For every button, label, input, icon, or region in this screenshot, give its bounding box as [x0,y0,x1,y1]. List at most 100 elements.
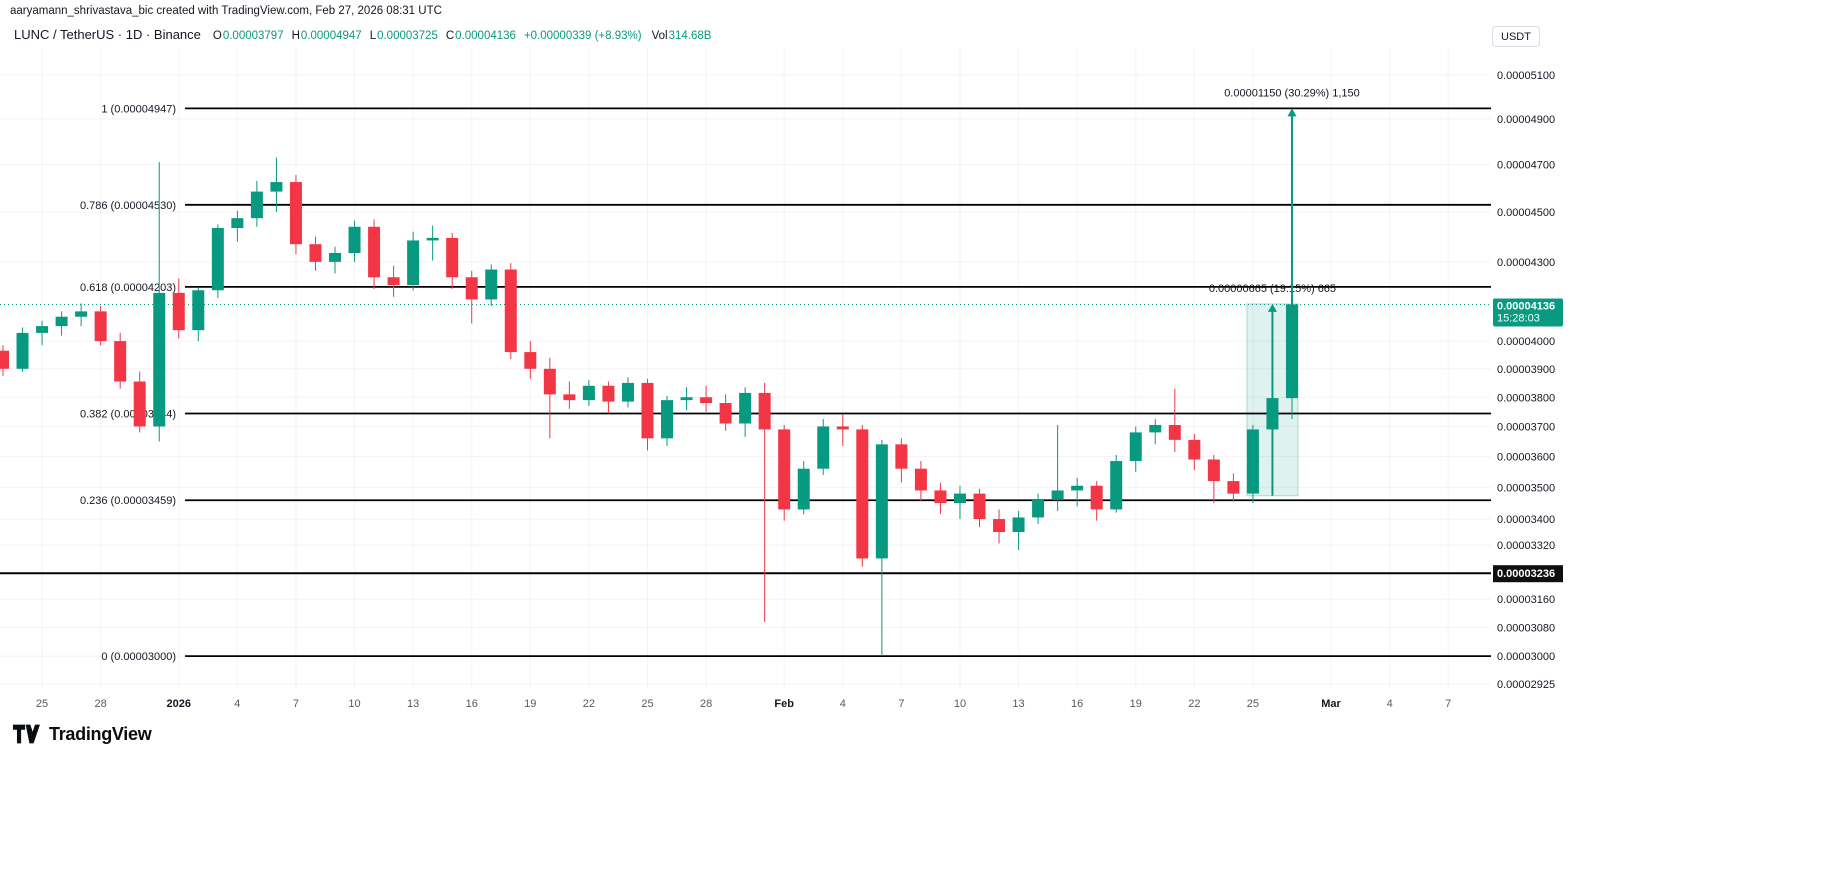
time-axis-label[interactable]: 13 [407,698,419,710]
candle-up[interactable] [426,237,439,241]
candle-up[interactable] [211,228,224,291]
candle-down[interactable] [289,182,302,245]
time-axis-label[interactable]: 10 [348,698,360,710]
candle-up[interactable] [680,397,693,401]
candle-up[interactable] [953,493,966,504]
price-axis-label[interactable]: 0.00004000 [1497,336,1555,348]
candle-up[interactable] [270,182,283,192]
candle-down[interactable] [465,277,478,300]
time-axis-label[interactable]: 16 [466,698,478,710]
candle-up[interactable] [1110,461,1123,510]
price-axis-label[interactable]: 0.00004300 [1497,257,1555,269]
candle-up[interactable] [250,191,263,219]
candle-down[interactable] [719,403,732,424]
price-axis-label[interactable]: 0.00004500 [1497,207,1555,219]
candle-down[interactable] [973,493,986,520]
price-axis-label[interactable]: 0.00003900 [1497,364,1555,376]
candle-down[interactable] [602,385,615,402]
candle-up[interactable] [817,426,830,469]
candle-down[interactable] [934,490,947,504]
time-axis-label[interactable]: 7 [898,698,904,710]
candle-up[interactable] [55,316,68,327]
candle-up[interactable] [153,292,166,427]
time-axis-label[interactable]: 19 [524,698,536,710]
time-axis-label[interactable]: 16 [1071,698,1083,710]
price-axis-label[interactable]: 0.00003600 [1497,451,1555,463]
time-axis-label[interactable]: 19 [1130,698,1142,710]
candle-up[interactable] [621,382,634,402]
time-axis-label[interactable]: 13 [1012,698,1024,710]
time-axis-label[interactable]: 4 [1387,698,1393,710]
candle-down[interactable] [446,237,459,278]
candle-down[interactable] [1090,485,1103,510]
candle-up[interactable] [1246,429,1259,494]
candle-down[interactable] [543,368,556,395]
candle-up[interactable] [231,218,244,229]
candle-up[interactable] [1051,490,1064,500]
candle-down[interactable] [0,350,9,369]
candle-down[interactable] [172,292,185,331]
chart-canvas[interactable]: 1 (0.00004947) 0.786 (0.00004530) 0.618 (0… [0,0,1570,720]
candle-up[interactable] [348,226,361,253]
candle-down[interactable] [368,226,381,278]
price-axis-label[interactable]: 0.00002925 [1497,679,1555,691]
candle-up[interactable] [485,269,498,300]
candle-down[interactable] [1207,459,1220,482]
candle-up[interactable] [75,311,88,317]
candle-up[interactable] [1012,517,1025,533]
price-axis-label[interactable]: 0.00003500 [1497,482,1555,494]
candle-up[interactable] [875,444,888,559]
tradingview-logo[interactable]: TradingView [12,723,152,745]
candle-up[interactable] [1149,424,1162,433]
candle-down[interactable] [778,429,791,510]
time-axis-label[interactable]: 4 [234,698,240,710]
time-axis-label[interactable]: 28 [95,698,107,710]
price-axis-label[interactable]: 0.00003000 [1497,651,1555,663]
price-axis-label[interactable]: 0.00003400 [1497,514,1555,526]
time-axis-label[interactable]: 10 [954,698,966,710]
candle-down[interactable] [133,381,146,427]
candle-up[interactable] [192,290,205,331]
candle-up[interactable] [329,252,342,262]
time-axis-label[interactable]: 2026 [167,698,191,710]
candle-down[interactable] [836,426,849,430]
price-axis-label[interactable]: 0.00003800 [1497,392,1555,404]
candle-down[interactable] [641,382,654,439]
candle-down[interactable] [563,394,576,401]
candle-up[interactable] [1129,432,1142,462]
time-axis-label[interactable]: 25 [36,698,48,710]
time-axis-label[interactable]: 25 [1247,698,1259,710]
time-axis-label[interactable]: 4 [840,698,846,710]
candle-up[interactable] [661,400,674,439]
candle-up[interactable] [1071,485,1084,491]
candle-down[interactable] [700,397,713,404]
time-axis-label[interactable]: 7 [1445,698,1451,710]
candle-down[interactable] [387,277,400,286]
candle-down[interactable] [504,269,517,353]
candle-up[interactable] [36,326,49,333]
time-axis-label[interactable]: 25 [641,698,653,710]
candle-up[interactable] [16,332,29,369]
candle-down[interactable] [895,444,908,469]
candle-down[interactable] [524,352,537,369]
time-axis-label[interactable]: 28 [700,698,712,710]
candle-up[interactable] [407,240,420,286]
candle-up[interactable] [797,468,810,510]
candle-down[interactable] [1168,424,1181,440]
time-axis-label[interactable]: 22 [583,698,595,710]
symbol-title[interactable]: LUNC / TetherUS · 1D · Binance [14,27,201,42]
candle-down[interactable] [758,392,771,430]
candle-down[interactable] [1227,481,1240,494]
candle-up[interactable] [739,392,752,424]
candle-down[interactable] [94,311,107,342]
price-axis-label[interactable]: 0.00003700 [1497,421,1555,433]
candle-down[interactable] [914,468,927,491]
candle-up[interactable] [1032,499,1045,518]
currency-toggle-button[interactable]: USDT [1492,26,1540,47]
price-axis-label[interactable]: 0.00004700 [1497,159,1555,171]
price-axis-label[interactable]: 0.00003320 [1497,540,1555,552]
time-axis-label[interactable]: 22 [1188,698,1200,710]
candle-down[interactable] [856,429,869,559]
time-axis-label[interactable]: 7 [293,698,299,710]
time-axis-label[interactable]: Mar [1321,698,1341,710]
